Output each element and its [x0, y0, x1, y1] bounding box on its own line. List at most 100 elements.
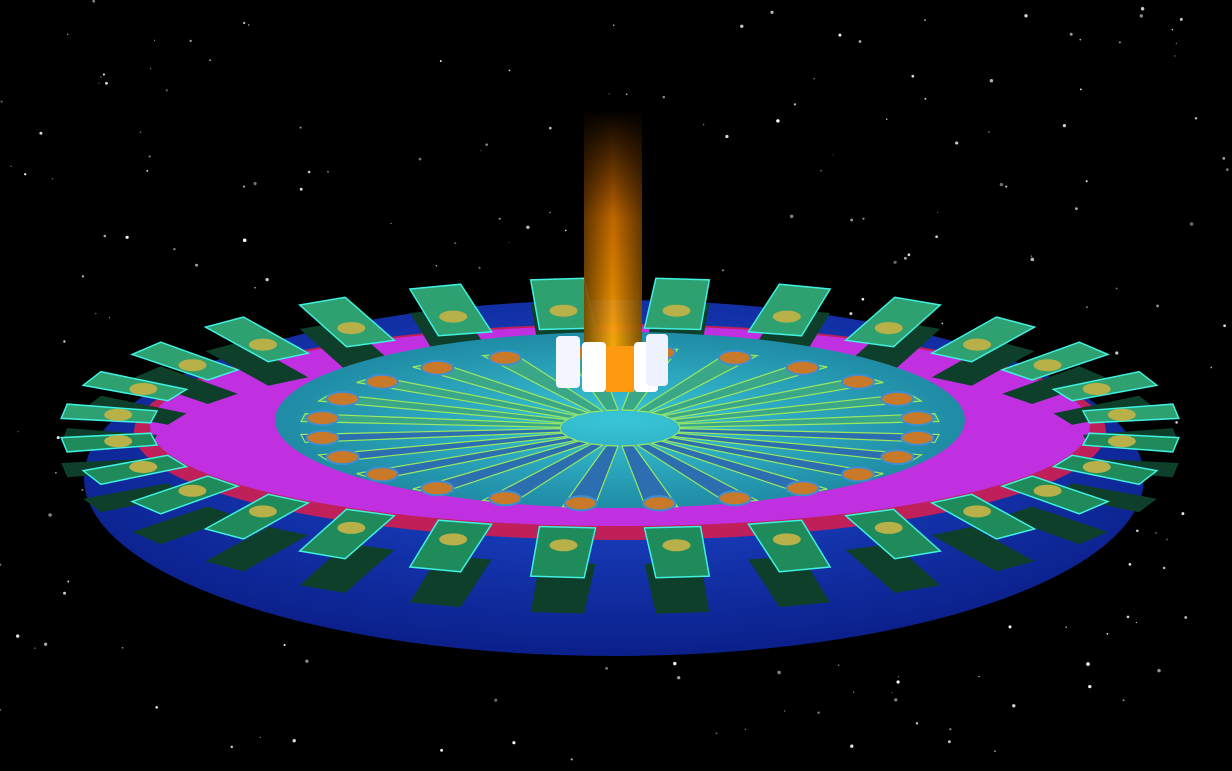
block — [529, 525, 597, 579]
star — [955, 141, 959, 145]
star — [63, 591, 66, 595]
block-cap — [874, 322, 903, 335]
star — [435, 264, 438, 267]
star — [242, 185, 246, 188]
block-cap — [963, 505, 992, 518]
star — [1135, 621, 1138, 624]
star — [715, 732, 718, 735]
block-side — [845, 543, 941, 593]
star — [1118, 41, 1121, 44]
spoke-cap — [841, 466, 875, 483]
spoke-cap — [488, 349, 523, 366]
light-beam-shade — [584, 110, 642, 380]
star — [1179, 17, 1183, 21]
block-side — [409, 555, 492, 608]
star — [125, 235, 129, 239]
star — [1128, 563, 1132, 566]
block-cap — [337, 521, 366, 534]
block — [643, 525, 711, 579]
spoke — [677, 427, 940, 444]
spoke-cap — [642, 495, 677, 512]
star — [725, 134, 729, 139]
star — [893, 260, 897, 264]
star — [1079, 38, 1082, 41]
star — [837, 664, 840, 666]
spoke — [480, 443, 605, 504]
block-cap — [1082, 461, 1111, 473]
star — [1184, 616, 1188, 619]
spoke — [356, 436, 579, 481]
spoke — [677, 412, 940, 429]
spoke-cap — [420, 480, 455, 497]
star — [862, 217, 865, 220]
block — [843, 296, 942, 348]
star — [1135, 529, 1139, 533]
star — [265, 277, 269, 282]
block-side — [205, 341, 309, 386]
star — [526, 225, 530, 230]
star — [1126, 615, 1130, 619]
block-cap — [178, 359, 207, 372]
spoke-cap — [841, 373, 875, 390]
spoke-cap — [785, 480, 820, 497]
star — [924, 19, 926, 21]
spoke-cap — [365, 466, 399, 483]
star — [861, 297, 865, 301]
star — [886, 118, 888, 120]
star — [67, 580, 70, 583]
star — [896, 680, 900, 684]
outer-blocks — [60, 277, 1180, 614]
star — [17, 431, 19, 433]
block — [747, 519, 832, 573]
block-cap — [549, 304, 578, 317]
star — [1005, 185, 1008, 188]
star — [508, 241, 510, 243]
spoke-cap — [900, 429, 935, 446]
star — [100, 76, 102, 78]
star — [549, 211, 551, 214]
star — [1223, 324, 1226, 328]
block-side — [205, 526, 309, 572]
star — [16, 634, 20, 638]
spoke-cap — [717, 490, 752, 507]
star — [139, 131, 142, 134]
block-cap — [104, 435, 133, 448]
block-cap — [248, 338, 277, 351]
star — [903, 256, 907, 260]
star — [48, 513, 52, 517]
star — [1012, 704, 1016, 708]
block-side — [931, 526, 1035, 572]
star — [81, 488, 84, 491]
star — [1171, 29, 1173, 31]
star — [307, 170, 311, 174]
block-side — [1002, 366, 1108, 404]
star — [1069, 32, 1073, 36]
star — [891, 691, 893, 694]
spoke-cap — [717, 349, 752, 366]
star — [98, 82, 100, 85]
star — [63, 340, 66, 343]
star — [608, 93, 610, 95]
star — [776, 119, 780, 123]
star — [146, 169, 149, 172]
block-cap — [1107, 435, 1136, 448]
star — [1210, 366, 1213, 369]
star — [478, 266, 481, 269]
star — [165, 89, 168, 92]
star — [1085, 180, 1088, 183]
star — [1115, 287, 1118, 290]
star — [230, 745, 234, 749]
block-cap — [439, 533, 468, 546]
star — [784, 710, 786, 712]
star — [1086, 662, 1090, 666]
block-side — [1053, 483, 1157, 513]
star — [1065, 626, 1067, 628]
star — [849, 312, 853, 316]
star — [105, 81, 108, 85]
block-side — [299, 543, 395, 593]
star — [1115, 351, 1119, 355]
star — [1139, 14, 1143, 18]
star — [907, 253, 911, 257]
star — [1175, 421, 1178, 424]
